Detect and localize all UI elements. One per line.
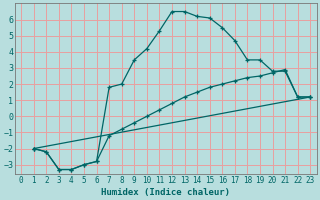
X-axis label: Humidex (Indice chaleur): Humidex (Indice chaleur)	[101, 188, 230, 197]
